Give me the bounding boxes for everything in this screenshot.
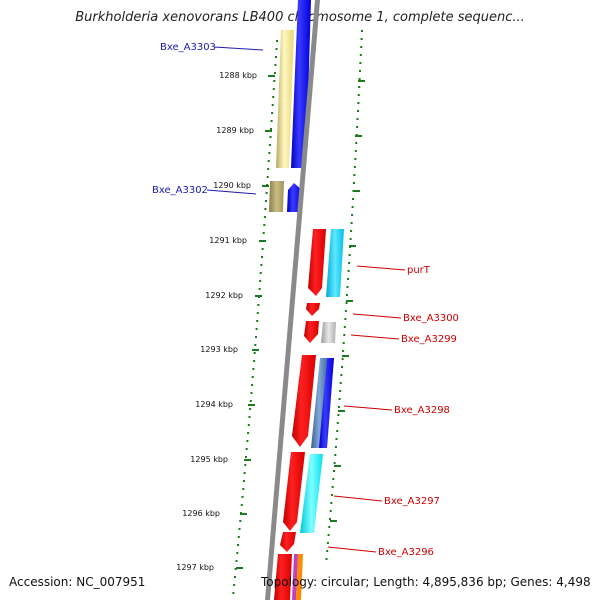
gene-Bxe_A3302-block[interactable] bbox=[269, 181, 284, 212]
gene-next-orange[interactable] bbox=[296, 554, 303, 600]
gene-Bxe_A3297-cyan[interactable] bbox=[300, 454, 323, 533]
leader-Bxe_A3303 bbox=[213, 46, 264, 51]
accession-text: Accession: NC_007951 bbox=[9, 575, 146, 589]
gene-label-Bxe_A3298[interactable]: Bxe_A3298 bbox=[394, 405, 450, 416]
genome-backbone bbox=[265, 0, 320, 600]
right-tick-track bbox=[325, 30, 365, 560]
leader-Bxe_A3300 bbox=[352, 313, 402, 319]
gene-Bxe_A3299-grey[interactable] bbox=[321, 322, 336, 343]
topology-text: Topology: circular; Length: 4,895,836 bp… bbox=[261, 575, 591, 589]
gene-Bxe_A3300[interactable] bbox=[306, 303, 320, 316]
gene-label-purT[interactable]: purT bbox=[407, 265, 431, 276]
leader-purT bbox=[356, 265, 406, 271]
ruler-label-1289: 1289 kbp bbox=[216, 126, 254, 135]
gene-Bxe_A3298-blue[interactable] bbox=[319, 358, 334, 448]
gene-next-red[interactable] bbox=[274, 554, 292, 600]
ruler-label-1288: 1288 kbp bbox=[219, 71, 257, 80]
gene-label-Bxe_A3302[interactable]: Bxe_A3302 bbox=[152, 185, 208, 196]
leader-Bxe_A3298 bbox=[343, 405, 393, 411]
ruler-label-1295: 1295 kbp bbox=[190, 455, 228, 464]
leader-Bxe_A3297 bbox=[333, 495, 383, 502]
gene-Bxe_A3299[interactable] bbox=[304, 321, 319, 343]
leader-Bxe_A3299 bbox=[350, 334, 400, 340]
ruler-label-1297: 1297 kbp bbox=[176, 563, 214, 572]
gene-label-Bxe_A3296[interactable]: Bxe_A3296 bbox=[378, 547, 434, 558]
gene-purT-cyan[interactable] bbox=[326, 229, 344, 297]
gene-Bxe_A3298-steel[interactable] bbox=[311, 358, 327, 448]
ruler-label-1294: 1294 kbp bbox=[195, 400, 233, 409]
ruler-label-1291: 1291 kbp bbox=[209, 236, 247, 245]
ruler-label-1292: 1292 kbp bbox=[205, 291, 243, 300]
gene-label-Bxe_A3299[interactable]: Bxe_A3299 bbox=[401, 334, 457, 345]
gene-Bxe_A3296[interactable] bbox=[280, 532, 296, 552]
leader-Bxe_A3302 bbox=[206, 189, 257, 195]
ruler-label-1293: 1293 kbp bbox=[200, 345, 238, 354]
gene-Bxe_A3298[interactable] bbox=[292, 355, 316, 447]
leader-Bxe_A3296 bbox=[327, 546, 377, 553]
gene-label-Bxe_A3297[interactable]: Bxe_A3297 bbox=[384, 496, 440, 507]
gene-Bxe_A3303-block[interactable] bbox=[276, 30, 294, 168]
left-tick-track bbox=[232, 40, 278, 594]
gene-Bxe_A3297[interactable] bbox=[283, 452, 305, 531]
gene-purT[interactable] bbox=[308, 229, 326, 296]
ruler-label-1296: 1296 kbp bbox=[182, 509, 220, 518]
gene-label-Bxe_A3303[interactable]: Bxe_A3303 bbox=[160, 42, 216, 53]
ruler-label-1290: 1290 kbp bbox=[213, 181, 251, 190]
gene-label-Bxe_A3300[interactable]: Bxe_A3300 bbox=[403, 313, 459, 324]
